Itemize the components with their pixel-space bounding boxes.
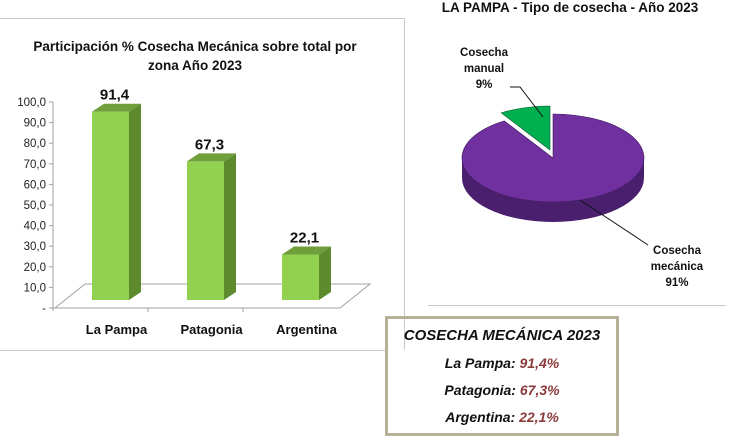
- pie-label-manual: Cosecha: [460, 47, 509, 59]
- bar-chart-title: Participación % Cosecha Mecánica sobre t…: [33, 39, 357, 73]
- y-tick-label: 90,0: [24, 118, 46, 130]
- y-tick-label: -: [42, 303, 46, 315]
- y-tick-label: 20,0: [24, 262, 46, 274]
- data-label: 67,3: [195, 136, 224, 153]
- pie-label-mecanica: 91%: [665, 277, 688, 289]
- summary-value: 91,4%: [519, 355, 560, 371]
- y-tick-label: 80,0: [24, 138, 46, 150]
- y-tick-label: 30,0: [24, 241, 46, 253]
- bar-side: [129, 103, 141, 300]
- pie-slice-mecanica: [461, 113, 645, 203]
- bar-chart: - 10,0 20,0 30,0 40,0 50,0 60,0 70,0 80,0 90,0 100…: [17, 87, 372, 337]
- y-tick-label: 100,0: [17, 97, 46, 109]
- y-tick-label: 60,0: [24, 179, 46, 191]
- y-tick-label: 50,0: [24, 200, 46, 212]
- category-label: La Pampa: [86, 322, 148, 337]
- bar-side: [319, 246, 331, 300]
- pie-label-mecanica: mecánica: [651, 261, 704, 273]
- data-label: 22,1: [290, 229, 319, 246]
- pie-side-mecanica: [462, 158, 644, 222]
- pie-label-mecanica: Cosecha: [653, 245, 702, 257]
- pie-panel-bottom-border: [428, 305, 726, 306]
- pie-chart: Cosecha manual 9% Cosecha mecánica 91%: [460, 47, 704, 289]
- bar-panel-top-border: [0, 18, 404, 19]
- pie-chart-title: LA PAMPA - Tipo de cosecha - Año 2023: [441, 0, 699, 15]
- leader-line-manual: [510, 86, 544, 118]
- y-tick-label: 10,0: [24, 282, 46, 294]
- data-label: 91,4: [100, 87, 130, 104]
- bar: [282, 254, 319, 300]
- summary-box: COSECHA MECÁNICA 2023 La Pampa: 91,4% Pa…: [385, 316, 619, 436]
- bar-top: [282, 246, 331, 255]
- bar-panel-bottom-border: [0, 350, 385, 351]
- summary-title: COSECHA MECÁNICA 2023: [403, 327, 601, 344]
- leader-line-mecanica: [579, 199, 649, 246]
- y-tick-label: 70,0: [24, 159, 46, 171]
- bar-panel-right-border: [404, 18, 405, 350]
- summary-row-patagonia: Patagonia: 67,3%: [388, 382, 616, 398]
- summary-label: Argentina:: [445, 409, 516, 425]
- category-label: Patagonia: [180, 322, 243, 337]
- bar-side: [224, 153, 236, 300]
- summary-row-la-pampa: La Pampa: 91,4%: [388, 355, 616, 371]
- summary-label: La Pampa:: [444, 355, 516, 371]
- summary-label: Patagonia:: [444, 382, 516, 398]
- bar-top: [92, 103, 141, 112]
- summary-value: 67,3%: [519, 382, 560, 398]
- category-label: Argentina: [276, 322, 337, 337]
- pie-slice-manual: [500, 105, 551, 151]
- bar-top: [187, 153, 236, 162]
- bar: [92, 111, 129, 300]
- bar: [187, 161, 224, 300]
- pie-label-manual: 9%: [476, 79, 493, 91]
- pie-label-manual: manual: [464, 63, 504, 75]
- summary-row-argentina: Argentina: 22,1%: [388, 409, 616, 425]
- summary-value: 22,1%: [519, 409, 559, 425]
- y-tick-label: 40,0: [24, 221, 46, 233]
